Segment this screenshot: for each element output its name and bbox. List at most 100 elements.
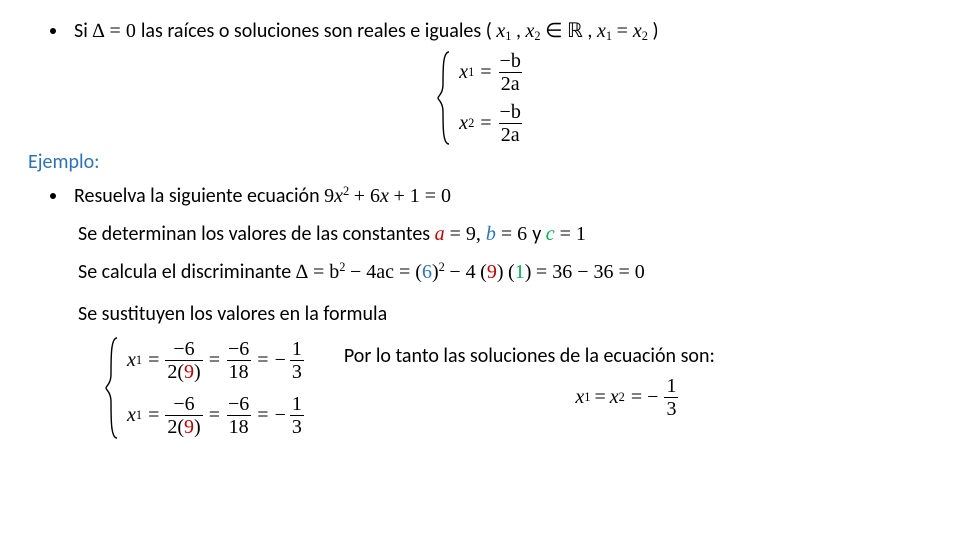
l3-a: a — [435, 223, 445, 245]
s2-eq: = — [148, 404, 159, 427]
s2-x: x — [127, 404, 136, 427]
f-x1: x — [459, 61, 468, 84]
l3-cv: = 1 — [555, 223, 586, 245]
case-2: x2 = −b 2a — [459, 102, 523, 145]
f-num2: −b — [498, 102, 523, 123]
s2-f2: −6 18 — [226, 394, 251, 437]
s2-f1: −6 2(9) — [165, 394, 202, 437]
l2-prefix: Resuelva la siguiente ecuación — [74, 184, 324, 208]
f-frac1: −b 2a — [498, 51, 523, 94]
s2-n1: −6 — [171, 394, 196, 415]
l3-prefix: Se determinan los valores de las constan… — [78, 222, 435, 246]
bullet-line-2: Resuelva la siguiente ecuación 9x2 + 6x … — [50, 184, 910, 208]
s2-d1b: 9 — [184, 416, 194, 438]
s1-n2: −6 — [226, 339, 251, 360]
s1-minus: − — [275, 349, 286, 372]
s1-f1: −6 2(9) — [165, 339, 202, 382]
sol-x2: x — [610, 386, 619, 409]
l1-x1b: x — [597, 20, 606, 42]
l1-R: ℝ — [567, 20, 583, 42]
s1-eq2: = — [209, 349, 220, 372]
ejemplo-heading: Ejemplo: — [28, 150, 910, 174]
s1-sub: 1 — [136, 353, 142, 368]
l4-1: 1 — [515, 261, 525, 283]
f-den1: 2a — [499, 72, 522, 94]
f-den2: 2a — [499, 123, 522, 145]
l2-b: + 6 — [354, 185, 380, 207]
subst-cases: x1 = −6 2(9) = −6 18 = − 1 3 x1 — [127, 336, 304, 440]
l2-a: 9 — [324, 185, 334, 207]
s1-d1a: 2 — [167, 361, 177, 383]
l2-x2: x — [380, 185, 389, 207]
f-eq1: = — [480, 61, 491, 84]
sol-eq2: = − — [631, 386, 659, 409]
s1-d1b: 9 — [184, 361, 194, 383]
l1-c2: , — [587, 19, 597, 43]
l1-x1s: 1 — [505, 29, 511, 43]
l4-p2b: 2 — [439, 260, 445, 274]
bottom-row: x1 = −6 2(9) = −6 18 = − 1 3 x1 — [50, 336, 910, 440]
subst-1: x1 = −6 2(9) = −6 18 = − 1 3 — [127, 339, 304, 382]
s1-f2: −6 18 — [226, 339, 251, 382]
bullet-dot-2 — [50, 193, 56, 199]
s2-n3: 1 — [290, 394, 304, 415]
s2-sub: 1 — [136, 408, 142, 423]
sol-frac: 1 3 — [664, 376, 678, 419]
s2-d1a: 2 — [167, 416, 177, 438]
cases-body: x1 = −b 2a x2 = −b 2a — [459, 50, 523, 146]
conclusion-block: Por lo tanto las soluciones de la ecuaci… — [344, 344, 910, 419]
l1-x1: x — [496, 20, 505, 42]
l1-mid: las raíces o soluciones son reales e igu… — [141, 19, 497, 43]
subst-brace-wrap: x1 = −6 2(9) = −6 18 = − 1 3 x1 — [105, 336, 304, 440]
left-brace-icon — [437, 50, 459, 146]
f-frac2: −b 2a — [498, 102, 523, 145]
sol-s2: 2 — [619, 390, 625, 405]
l1-prefix: Si — [74, 19, 92, 43]
subst-2: x1 = −6 2(9) = −6 18 = − 1 3 — [127, 394, 304, 437]
sol-x1: x — [575, 386, 584, 409]
solution-inner: x1 = x2 = − 1 3 — [575, 376, 678, 419]
f-num2-t: −b — [500, 101, 521, 123]
l4-calc: ∆ = b — [296, 261, 340, 283]
s1-x: x — [127, 349, 136, 372]
s2-eq2: = — [209, 404, 220, 427]
s2-d1: 2(9) — [165, 415, 202, 437]
s1-eq: = — [148, 349, 159, 372]
l3-b: b — [486, 223, 496, 245]
f-eq2: = — [480, 112, 491, 135]
l2-x: x — [334, 185, 343, 207]
l3-y: y — [532, 222, 546, 246]
l1-x2s: 2 — [534, 29, 540, 43]
s1-n1: −6 — [171, 339, 196, 360]
s2-n2: −6 — [226, 394, 251, 415]
line3-text: Se determinan los valores de las constan… — [78, 222, 910, 246]
formula-cases: x1 = −b 2a x2 = −b 2a — [50, 50, 910, 146]
l2-c: + 1 = 0 — [393, 185, 451, 207]
l3-av: = 9, — [445, 223, 486, 245]
l3-bv: = 6 — [496, 223, 532, 245]
f-den1-t: 2a — [501, 73, 520, 95]
l1-eq: = — [617, 20, 633, 42]
brace-wrap: x1 = −b 2a x2 = −b 2a — [437, 50, 523, 146]
l4-o1: ( — [415, 261, 422, 283]
l1-x2bs: 2 — [642, 29, 648, 43]
line6-text: Por lo tanto las soluciones de la ecuaci… — [344, 344, 910, 368]
l1-x1bs: 1 — [606, 29, 612, 43]
line1-text: Si ∆ = 0 las raíces o soluciones son rea… — [74, 18, 659, 44]
l4-tail: = 36 − 36 = 0 — [536, 261, 645, 283]
sol-s1: 1 — [584, 390, 590, 405]
f-den2-t: 2a — [501, 124, 520, 146]
l4-m2: − 4 — [449, 261, 475, 283]
l4-9: 9 — [487, 261, 497, 283]
l1-delta: ∆ = 0 — [92, 20, 141, 42]
s1-d2: 18 — [227, 360, 251, 382]
l4-o2: ( — [480, 261, 487, 283]
s2-f3: 1 3 — [290, 394, 304, 437]
sol-num: 1 — [664, 376, 678, 397]
line4-text: Se calcula el discriminante ∆ = b2 − 4ac… — [78, 260, 910, 284]
s2-d3: 3 — [290, 415, 304, 437]
f-num1-t: −b — [500, 50, 521, 72]
l4-prefix: Se calcula el discriminante — [78, 260, 296, 284]
l2-p2: 2 — [343, 184, 349, 198]
s2-d2: 18 — [227, 415, 251, 437]
